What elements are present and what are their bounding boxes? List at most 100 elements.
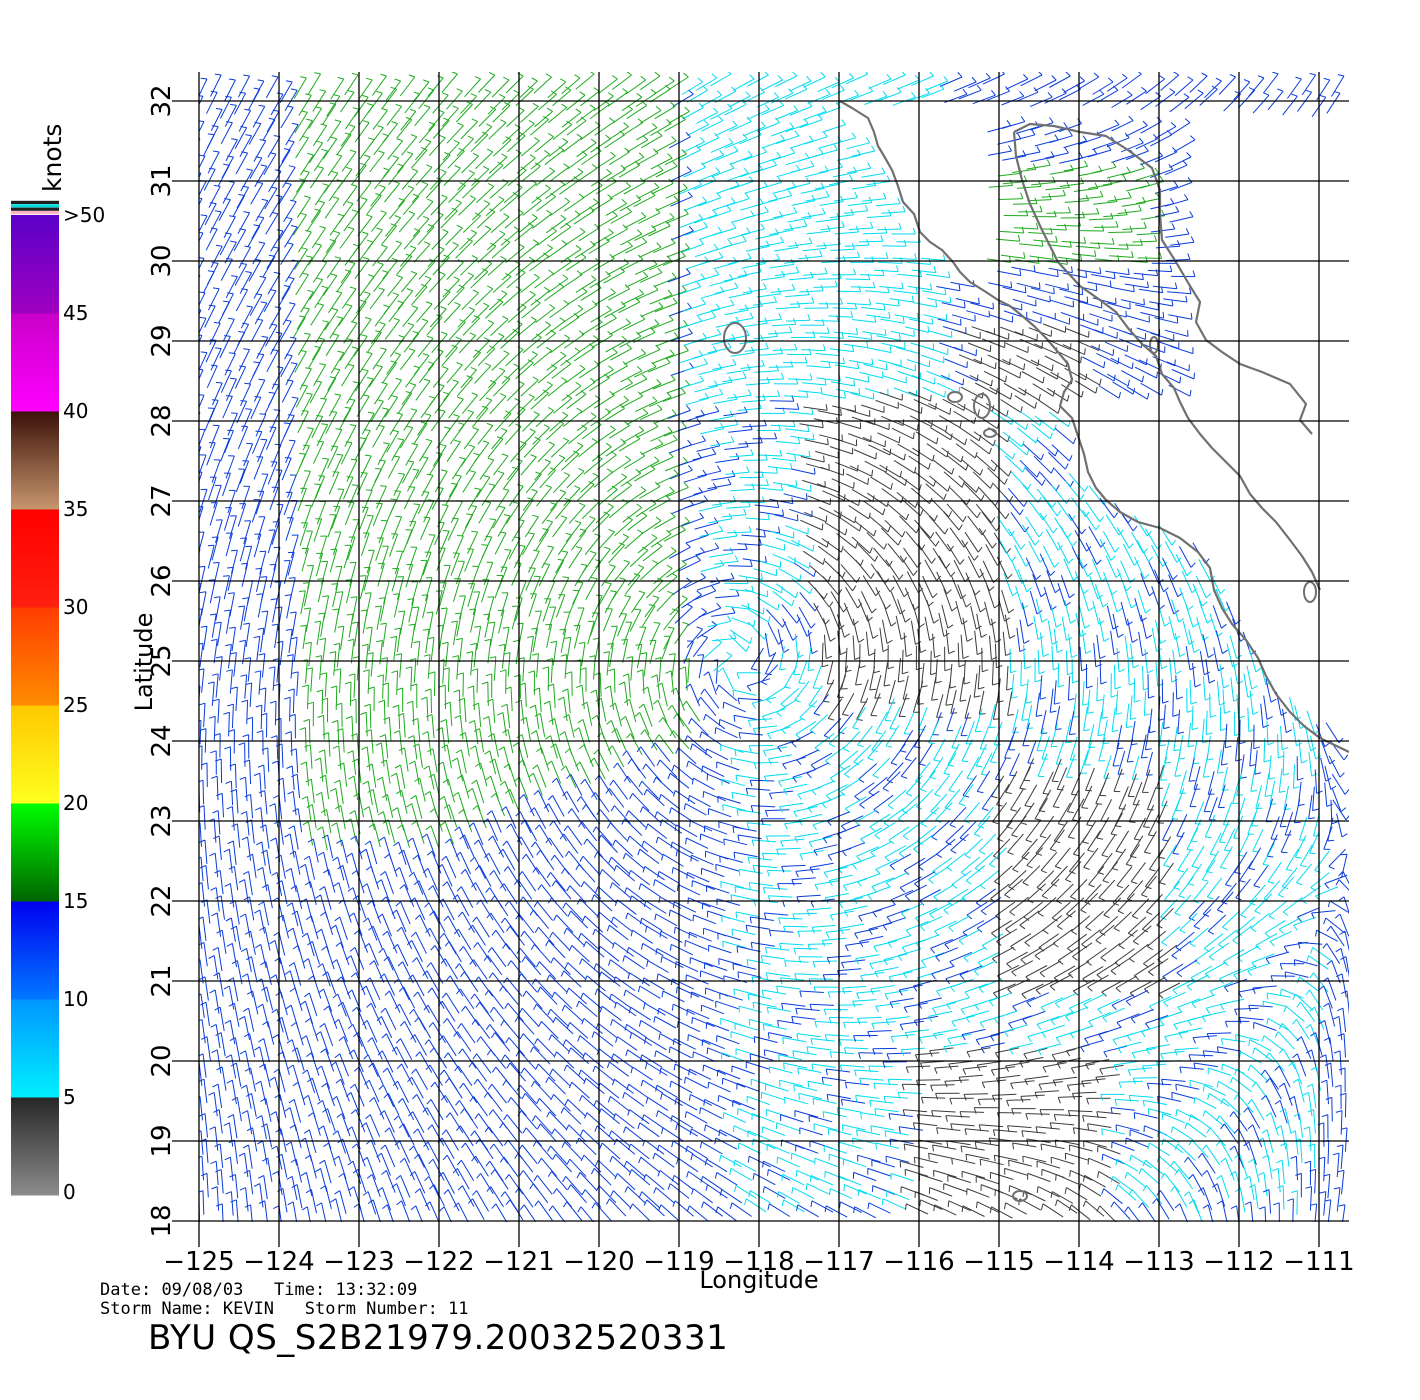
wind-vector — [835, 388, 860, 395]
wind-barb — [1130, 603, 1137, 609]
wind-vector — [1007, 528, 1022, 550]
wind-barb — [749, 637, 753, 644]
wind-vector — [382, 362, 398, 383]
wind-vector — [308, 347, 322, 369]
wind-vector — [322, 104, 337, 125]
wind-vector — [448, 398, 464, 419]
wind-barb — [882, 192, 887, 199]
wind-barb — [596, 181, 603, 186]
wind-barb — [638, 152, 645, 158]
wind-vector — [199, 378, 200, 380]
wind-vector — [285, 124, 299, 146]
wind-vector — [786, 452, 811, 458]
wind-barb — [718, 525, 724, 532]
wind-barb — [626, 656, 633, 659]
wind-vector — [481, 485, 496, 506]
wind-barb — [1172, 147, 1178, 153]
wind-barb — [1001, 72, 1005, 75]
wind-barb — [682, 285, 687, 292]
wind-barb — [285, 80, 293, 83]
wind-vector — [206, 91, 218, 114]
wind-barb — [1035, 574, 1042, 580]
wind-vector — [325, 412, 338, 434]
wind-barb — [672, 608, 679, 612]
wind-barb — [745, 645, 750, 652]
wind-vector — [546, 355, 567, 371]
wind-barb — [1085, 650, 1092, 655]
wind-barb — [562, 576, 569, 579]
wind-vector — [970, 605, 977, 630]
wind-vector — [798, 255, 823, 260]
wind-vector — [769, 229, 793, 236]
wind-barb — [718, 252, 724, 258]
wind-vector — [799, 592, 816, 612]
wind-barb — [989, 586, 995, 592]
wind-barb — [348, 398, 356, 401]
wind-barb — [977, 546, 983, 553]
wind-barb — [960, 455, 964, 463]
wind-barb — [871, 358, 874, 365]
wind-barb — [840, 545, 844, 553]
wind-vector — [1140, 382, 1162, 396]
wind-barb — [1041, 479, 1046, 486]
wind-vector — [470, 271, 489, 289]
wind-vector — [1000, 254, 1025, 259]
wind-vector — [1092, 81, 1114, 95]
wind-vector — [651, 456, 674, 468]
wind-vector — [1039, 553, 1051, 576]
wind-barb — [652, 559, 659, 564]
wind-vector — [354, 122, 370, 143]
wind-barb — [820, 72, 826, 78]
wind-barb — [422, 353, 430, 357]
wind-vector — [1185, 604, 1194, 628]
wind-vector — [1133, 515, 1148, 537]
wind-barb — [1186, 152, 1192, 158]
wind-vector — [455, 561, 465, 585]
wind-barb — [390, 360, 397, 364]
wind-barb — [1009, 358, 1011, 365]
wind-barb — [1169, 88, 1176, 93]
wind-barb — [823, 131, 828, 138]
wind-barb — [253, 635, 260, 639]
wind-barb — [643, 271, 649, 277]
wind-vector — [264, 392, 276, 416]
wind-vector — [261, 653, 266, 678]
wind-barb — [367, 411, 375, 414]
wind-vector — [1016, 282, 1041, 290]
wind-barb — [559, 628, 566, 631]
wind-vector — [220, 259, 233, 281]
wind-barb — [271, 349, 279, 352]
wind-barb — [619, 130, 625, 136]
wind-barb — [239, 228, 246, 231]
wind-vector — [456, 612, 462, 637]
wind-barb — [732, 359, 737, 366]
wind-vector — [1057, 583, 1066, 607]
wind-vector — [579, 90, 600, 107]
wind-barb — [469, 195, 476, 200]
wind-barb — [502, 626, 510, 629]
wind-barb — [454, 439, 461, 443]
wind-vector — [224, 241, 237, 264]
wind-barb — [533, 137, 540, 142]
wind-vector — [678, 149, 701, 161]
wind-barb — [1094, 182, 1099, 189]
wind-vector — [613, 668, 616, 693]
wind-barb — [472, 427, 479, 431]
wind-barb — [1115, 220, 1119, 228]
wind-vector — [448, 185, 466, 203]
wind-vector — [625, 489, 647, 505]
wind-vector — [457, 309, 475, 328]
wind-vector — [1064, 200, 1089, 203]
wind-barb — [703, 119, 709, 125]
wind-barb — [1186, 570, 1192, 576]
wind-vector — [1012, 298, 1037, 307]
wind-vector — [701, 154, 724, 165]
wind-barb — [1024, 526, 1030, 533]
wind-vector — [332, 454, 344, 478]
wind-barb — [589, 515, 596, 520]
wind-barb — [743, 167, 749, 174]
wind-barb — [361, 94, 369, 98]
wind-vector — [711, 167, 735, 178]
wind-vector — [879, 391, 903, 401]
wind-barb — [681, 560, 687, 565]
